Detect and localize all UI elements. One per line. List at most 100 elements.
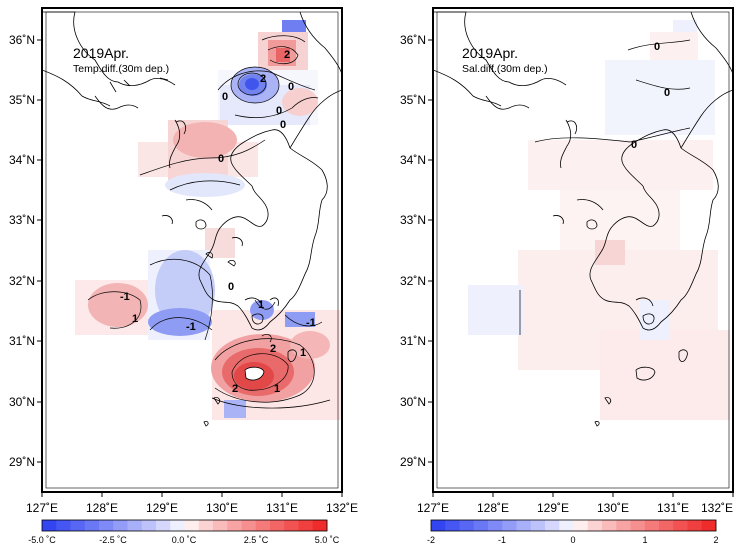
salinity-contour-labels: 0 0 0 [631,41,670,151]
contour-label: 2 [232,383,238,395]
contour-label: 0 [222,91,228,103]
y-tick-label: 35˚N [9,93,35,107]
y-tick-label: 32˚N [400,274,426,288]
colorbar-swatch [312,520,328,531]
colorbar-label: 0.0 ˚C [172,535,197,545]
colorbar-swatch [644,520,660,531]
colorbar-swatch [630,520,646,531]
colorbar-swatch [70,520,86,531]
colorbar-label: 1 [642,535,647,545]
contour-label: -1 [306,317,316,329]
contour-label: 2 [284,49,290,61]
x-tick-label: 129˚E [146,501,178,515]
y-tick-label: 33˚N [400,213,426,227]
y-tick-label: 33˚N [9,213,35,227]
x-tick-label: 127˚E [26,501,58,515]
colorbar-swatch [502,520,517,531]
colorbar-swatch [255,520,271,531]
contour-label: 1 [300,347,306,359]
colorbar-swatch [241,520,257,531]
colorbar-swatch [616,520,631,531]
map-subtitle: Temp.diff.(30m dep.) [73,63,169,75]
contour-label: 0 [664,87,670,99]
colorbar-swatch [56,520,71,531]
y-tick-label: 31˚N [400,334,426,348]
contour-label: 0 [654,41,660,53]
colorbar-swatch [113,520,128,531]
contour-label: 0 [280,119,286,131]
y-axis-ticks [37,39,42,463]
y-tick-label: 29˚N [9,455,35,469]
map-title: 2019Apr. [73,45,129,61]
salinity-map-panel: 0 0 0 2019Apr. Sal.diff.(30m dep.) 127˚E… [400,7,734,545]
colorbar-swatch [141,520,157,531]
colorbar-swatch [270,520,285,531]
contour-label: 0 [288,81,294,93]
colorbar-label: -2.5 ˚C [99,535,127,545]
y-tick-label: 34˚N [9,153,35,167]
contour-label: 0 [276,105,282,117]
contour-label: 2 [260,73,266,85]
colorbar-swatch [530,520,546,531]
colorbar-label: -5.0 ˚C [28,535,56,545]
map-title: 2019Apr. [462,45,518,61]
y-tick-label: 35˚N [400,93,426,107]
x-tick-label: 131˚E [657,501,689,515]
map-inner-frame [436,11,730,489]
contour-label: 0 [631,139,637,151]
y-tick-label: 29˚N [400,455,426,469]
colorbar-swatch [559,520,574,531]
contour-label: -1 [186,321,196,333]
map-inner-frame [45,11,339,489]
colorbar-swatch [156,520,171,531]
colorbar-label: 2.5 ˚C [244,535,269,545]
contour-label: 1 [132,313,138,325]
y-axis-labels: 36˚N 35˚N 34˚N 33˚N 32˚N 31˚N 30˚N 29˚N [9,33,35,469]
map-frame [432,7,734,493]
y-axis-labels: 36˚N 35˚N 34˚N 33˚N 32˚N 31˚N 30˚N 29˚N [400,33,426,469]
y-tick-label: 31˚N [9,334,35,348]
colorbar-swatch [42,520,57,531]
colorbar-swatch [99,520,114,531]
temperature-colorbar: -5.0 ˚C -2.5 ˚C 0.0 ˚C 2.5 ˚C 5.0 ˚C [28,519,340,545]
colorbar-swatch [284,520,299,531]
map-frame [41,7,343,493]
x-axis-labels: 127˚E 128˚E 129˚E 130˚E 131˚E 132˚E [417,501,733,515]
x-tick-label: 132˚E [326,501,358,515]
colorbar-swatch [198,520,214,531]
y-axis-ticks [428,39,433,463]
x-tick-label: 131˚E [266,501,298,515]
y-tick-label: 34˚N [400,153,426,167]
temperature-contour-labels: 2 2 0 0 0 0 0 0 -1 1 1 -1 -1 1 2 2 1 [120,49,316,395]
colorbar-swatch [659,520,674,531]
x-tick-label: 132˚E [701,501,733,515]
colorbar-label: -1 [498,535,506,545]
x-tick-label: 127˚E [417,501,449,515]
contour-label: 1 [274,383,280,395]
y-tick-label: 36˚N [400,33,426,47]
colorbar-label: 5.0 ˚C [315,535,340,545]
colorbar-swatch [701,520,717,531]
y-tick-label: 32˚N [9,274,35,288]
colorbar-swatch [516,520,532,531]
contour-label: 2 [270,343,276,355]
x-axis-ticks [41,492,343,497]
x-tick-label: 128˚E [86,501,118,515]
colorbar-swatch [431,520,446,531]
colorbar-swatch [673,520,688,531]
x-tick-label: 130˚E [597,501,629,515]
colorbar-swatch [170,520,185,531]
x-tick-label: 128˚E [477,501,509,515]
colorbar-label: -2 [427,535,435,545]
salinity-coastlines [433,11,733,427]
colorbar-swatch [227,520,242,531]
colorbar-swatch [473,520,489,531]
contour-label: 0 [218,153,224,165]
colorbar-swatch [84,520,100,531]
colorbar-label: 2 [713,535,718,545]
contour-label: -1 [120,291,130,303]
colorbar-swatch [184,520,200,531]
salinity-colorbar: -2 -1 0 1 2 [427,519,719,545]
temperature-contour-lines [87,35,331,409]
